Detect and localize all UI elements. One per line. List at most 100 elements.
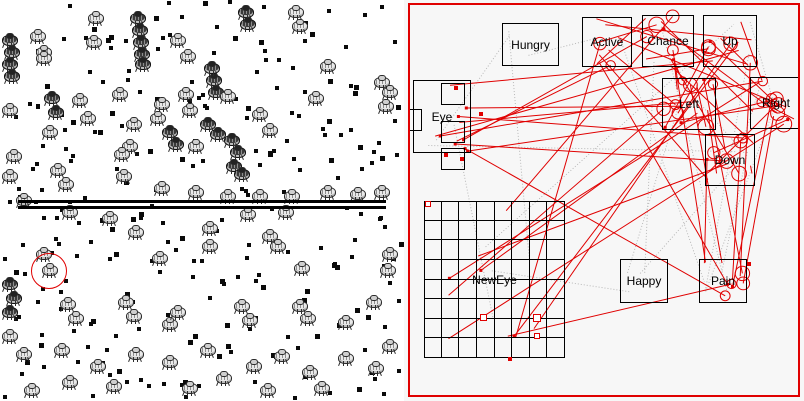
neweye-cell[interactable] xyxy=(441,259,460,280)
neweye-cell[interactable] xyxy=(547,201,565,221)
neweye-cell[interactable] xyxy=(529,220,548,241)
neweye-cell[interactable] xyxy=(547,259,565,280)
neweye-cell[interactable] xyxy=(494,318,513,339)
creature-sprite[interactable] xyxy=(378,263,396,279)
creature-sprite[interactable] xyxy=(86,11,104,27)
creature-sprite[interactable] xyxy=(58,297,76,313)
creature-sprite[interactable] xyxy=(126,225,144,241)
creature-sprite[interactable] xyxy=(160,317,178,333)
neweye-cell[interactable] xyxy=(459,220,477,241)
creature-sprite[interactable] xyxy=(250,189,268,205)
creature-sprite[interactable] xyxy=(152,181,170,197)
neweye-cell[interactable] xyxy=(529,279,548,300)
neweye-cell[interactable] xyxy=(512,318,530,339)
eye-cell[interactable] xyxy=(441,121,465,143)
creature-sprite[interactable] xyxy=(250,107,268,123)
neweye-cell[interactable] xyxy=(547,318,565,339)
creature-sprite[interactable] xyxy=(380,339,398,355)
creature-sprite[interactable] xyxy=(200,239,218,255)
neweye-cell[interactable] xyxy=(459,240,477,260)
neweye-cell[interactable] xyxy=(512,338,530,358)
neuron-happy[interactable]: Happy xyxy=(620,259,668,303)
creature-sprite[interactable] xyxy=(232,167,250,183)
creature-sprite[interactable] xyxy=(318,185,336,201)
creature-sprite[interactable] xyxy=(258,383,276,399)
neweye-cell[interactable] xyxy=(476,318,495,339)
creature-sprite[interactable] xyxy=(202,61,220,77)
creature-sprite[interactable] xyxy=(116,295,134,311)
creature-sprite[interactable] xyxy=(240,313,258,329)
neweye-cell[interactable] xyxy=(494,299,513,319)
creature-sprite[interactable] xyxy=(312,381,330,397)
creature-sprite[interactable] xyxy=(133,57,151,73)
creature-sprite[interactable] xyxy=(152,97,170,113)
neweye-cell[interactable] xyxy=(494,259,513,280)
creature-sprite[interactable] xyxy=(348,187,366,203)
creature-sprite[interactable] xyxy=(48,163,66,179)
neweye-cell[interactable] xyxy=(441,299,460,319)
neweye-cell[interactable] xyxy=(441,318,460,339)
creature-sprite[interactable] xyxy=(168,33,186,49)
creature-sprite[interactable] xyxy=(180,381,198,397)
selected-creature-highlight[interactable] xyxy=(31,253,67,289)
creature-sprite[interactable] xyxy=(14,347,32,363)
neweye-cell[interactable] xyxy=(529,240,548,260)
neweye-cell[interactable] xyxy=(529,201,548,221)
creature-sprite[interactable] xyxy=(104,379,122,395)
neweye-cell[interactable] xyxy=(529,338,548,358)
neuron-active[interactable]: Active xyxy=(582,17,632,67)
creature-sprite[interactable] xyxy=(4,149,22,165)
creature-sprite[interactable] xyxy=(78,111,96,127)
creature-sprite[interactable] xyxy=(70,93,88,109)
eye-cell[interactable] xyxy=(441,148,465,170)
neweye-cell[interactable] xyxy=(424,299,442,319)
creature-sprite[interactable] xyxy=(84,35,102,51)
creature-sprite[interactable] xyxy=(200,221,218,237)
neuron-right[interactable]: Right xyxy=(750,77,798,129)
neweye-cell[interactable] xyxy=(512,299,530,319)
creature-sprite[interactable] xyxy=(228,145,246,161)
neweye-cell[interactable] xyxy=(459,279,477,300)
neweye-cell[interactable] xyxy=(424,259,442,280)
creature-sprite[interactable] xyxy=(0,305,18,321)
creature-sprite[interactable] xyxy=(124,309,142,325)
neweye-cell[interactable] xyxy=(547,240,565,260)
creature-sprite[interactable] xyxy=(126,347,144,363)
creature-sprite[interactable] xyxy=(168,305,186,321)
creature-sprite[interactable] xyxy=(160,125,178,141)
creature-sprite[interactable] xyxy=(28,29,46,45)
creature-sprite[interactable] xyxy=(238,17,256,33)
neweye-cell[interactable] xyxy=(441,279,460,300)
creature-sprite[interactable] xyxy=(272,349,290,365)
neweye-cell[interactable] xyxy=(512,220,530,241)
neweye-cell[interactable] xyxy=(512,259,530,280)
creature-sprite[interactable] xyxy=(56,177,74,193)
creature-sprite[interactable] xyxy=(238,207,256,223)
neweye-cell[interactable] xyxy=(459,201,477,221)
creature-sprite[interactable] xyxy=(268,239,286,255)
neuron-left[interactable]: Left xyxy=(662,78,716,130)
creature-sprite[interactable] xyxy=(180,103,198,119)
creature-sprite[interactable] xyxy=(298,311,316,327)
creature-sprite[interactable] xyxy=(124,117,142,133)
neweye-cell[interactable] xyxy=(476,220,495,241)
creature-sprite[interactable] xyxy=(198,117,216,133)
creature-sprite[interactable] xyxy=(260,123,278,139)
creature-sprite[interactable] xyxy=(176,87,194,103)
eye-cell[interactable] xyxy=(441,83,465,105)
neweye-cell[interactable] xyxy=(476,279,495,300)
creature-sprite[interactable] xyxy=(318,59,336,75)
creature-sprite[interactable] xyxy=(366,361,384,377)
creature-sprite[interactable] xyxy=(376,99,394,115)
creature-sprite[interactable] xyxy=(336,351,354,367)
creature-sprite[interactable] xyxy=(364,295,382,311)
neweye-cell[interactable] xyxy=(547,338,565,358)
creature-sprite[interactable] xyxy=(0,277,18,293)
neweye-cell[interactable] xyxy=(424,338,442,358)
creature-sprite[interactable] xyxy=(186,185,204,201)
creature-sprite[interactable] xyxy=(34,51,52,67)
creature-sprite[interactable] xyxy=(290,19,308,35)
creature-sprite[interactable] xyxy=(214,371,232,387)
neuron-pain[interactable]: Pain xyxy=(699,259,747,303)
neweye-cell[interactable] xyxy=(424,220,442,241)
